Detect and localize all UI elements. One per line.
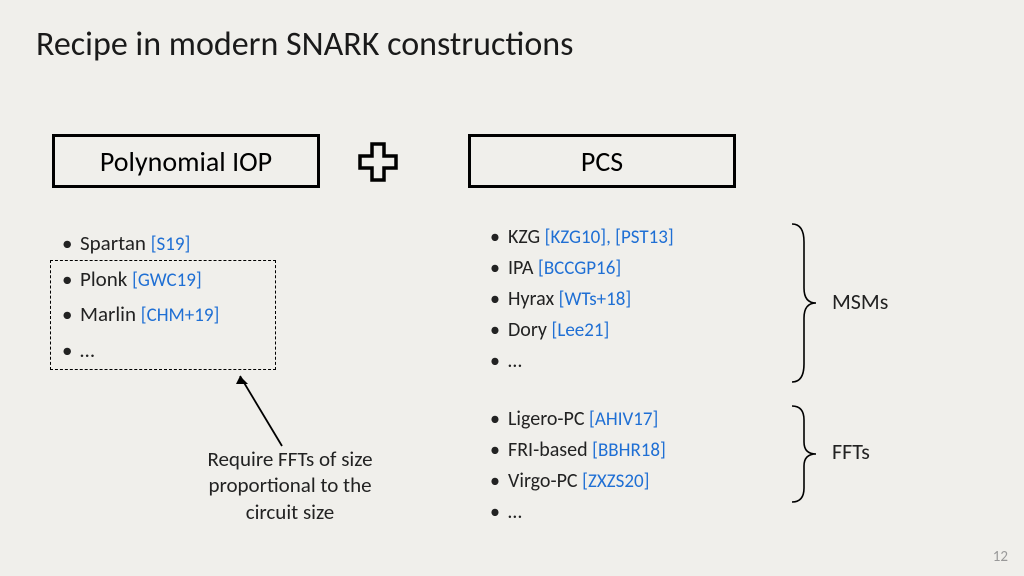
annotation-line: circuit size bbox=[170, 499, 410, 525]
pcs-label: PCS bbox=[581, 144, 623, 179]
item-cite: [ZXZS20] bbox=[582, 470, 649, 493]
item-name: … bbox=[508, 500, 522, 524]
polynomial-iop-label: Polynomial IOP bbox=[100, 144, 272, 179]
list-item: •Hyrax [WTs+18] bbox=[490, 284, 674, 315]
item-cite: [BCCGP16] bbox=[538, 257, 621, 280]
plus-icon bbox=[356, 140, 400, 184]
item-cite: [WTs+18] bbox=[559, 288, 632, 311]
annotation-line: proportional to the bbox=[170, 472, 410, 498]
polynomial-iop-box: Polynomial IOP bbox=[52, 134, 320, 188]
brace-icon bbox=[788, 222, 818, 384]
annotation-arrow bbox=[232, 370, 302, 450]
annotation-text: Require FFTs of size proportional to the… bbox=[170, 446, 410, 525]
list-item: •KZG [KZG10], [PST13] bbox=[490, 222, 674, 253]
item-cite: [Lee21] bbox=[552, 319, 610, 342]
ffts-label: FFTs bbox=[832, 438, 870, 465]
item-cite: [BBHR18] bbox=[592, 439, 666, 462]
item-cite: [S19] bbox=[151, 233, 191, 256]
list-item: •… bbox=[490, 346, 674, 377]
item-name: Virgo-PC bbox=[508, 469, 578, 493]
list-item: •Virgo-PC [ZXZS20] bbox=[490, 466, 666, 497]
item-name: Ligero-PC bbox=[508, 407, 585, 431]
list-item: •… bbox=[490, 497, 666, 528]
dashed-group-box bbox=[50, 260, 276, 370]
annotation-line: Require FFTs of size bbox=[170, 446, 410, 472]
list-item: •Spartan [S19] bbox=[62, 226, 219, 262]
list-item: •FRI-based [BBHR18] bbox=[490, 435, 666, 466]
slide-title: Recipe in modern SNARK constructions bbox=[36, 24, 573, 65]
item-name: Spartan bbox=[80, 230, 146, 256]
pcs-bottom-list: •Ligero-PC [AHIV17] •FRI-based [BBHR18] … bbox=[490, 404, 666, 528]
msms-label: MSMs bbox=[832, 288, 888, 315]
pcs-box: PCS bbox=[468, 134, 736, 188]
list-item: •Ligero-PC [AHIV17] bbox=[490, 404, 666, 435]
pcs-top-list: •KZG [KZG10], [PST13] •IPA [BCCGP16] •Hy… bbox=[490, 222, 674, 377]
item-name: Dory bbox=[508, 318, 547, 342]
list-item: •IPA [BCCGP16] bbox=[490, 253, 674, 284]
item-name: KZG bbox=[508, 225, 540, 249]
item-name: FRI-based bbox=[508, 438, 588, 462]
item-cite: [AHIV17] bbox=[589, 408, 658, 431]
list-item: •Dory [Lee21] bbox=[490, 315, 674, 346]
item-name: … bbox=[508, 349, 522, 373]
page-number: 12 bbox=[993, 548, 1008, 566]
brace-icon bbox=[788, 404, 818, 504]
item-name: IPA bbox=[508, 256, 533, 280]
item-cite: [KZG10], [PST13] bbox=[545, 226, 674, 249]
item-name: Hyrax bbox=[508, 287, 554, 311]
